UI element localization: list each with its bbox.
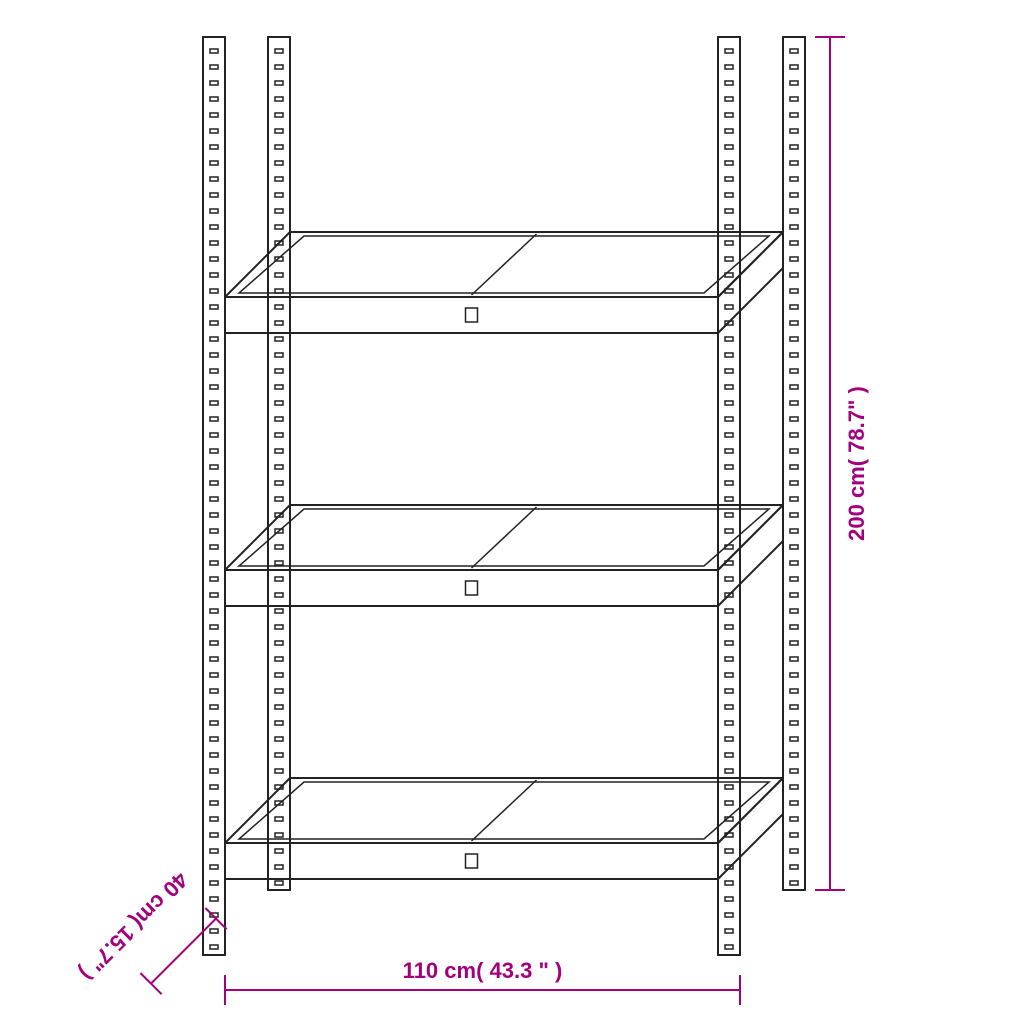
- dimension-width: 110 cm( 43.3 " ): [225, 958, 740, 1005]
- post-front-right: [718, 37, 740, 955]
- dimension-height-label: 200 cm( 78.7" ): [844, 386, 869, 541]
- dimension-depth-label: 40 cm( 15.7" ): [75, 867, 193, 985]
- shelf-0: [225, 232, 783, 333]
- dimension-height: 200 cm( 78.7" ): [815, 37, 869, 890]
- post-back-right: [783, 37, 805, 890]
- shelf-2: [225, 778, 783, 879]
- post-back-left: [268, 37, 290, 890]
- dimension-width-label: 110 cm( 43.3 " ): [403, 958, 563, 983]
- post-front-left: [203, 37, 225, 955]
- shelf-1: [225, 505, 783, 606]
